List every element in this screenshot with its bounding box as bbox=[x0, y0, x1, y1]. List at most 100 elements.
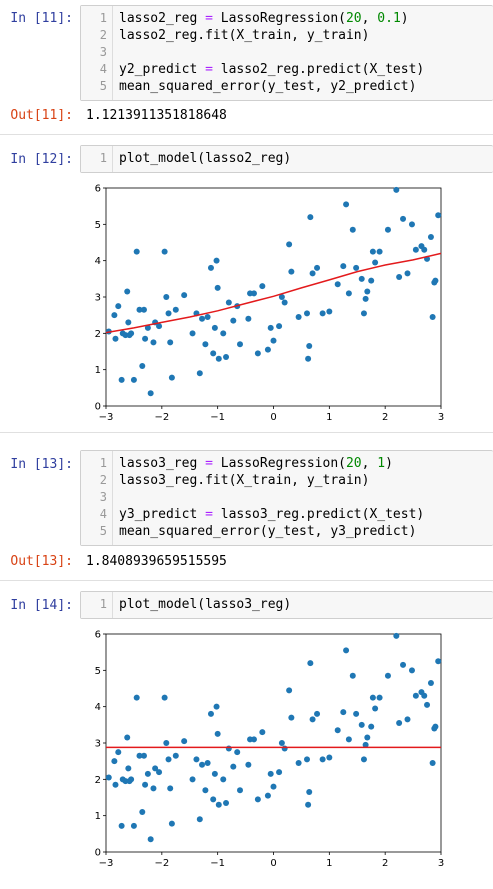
code-token: ) bbox=[385, 456, 393, 471]
code-line[interactable]: 5 mean_squared_error(y_test, y3_predict) bbox=[81, 523, 493, 540]
data-point bbox=[196, 816, 203, 823]
data-point bbox=[210, 350, 217, 357]
code-token: 20 bbox=[345, 11, 362, 26]
x-tick-label: 1 bbox=[326, 412, 332, 423]
data-point bbox=[307, 660, 314, 667]
data-point bbox=[421, 246, 428, 253]
data-point bbox=[199, 315, 206, 322]
code-line[interactable]: 2 lasso3_reg.fit(X_train, y_train) bbox=[81, 472, 493, 489]
code-line[interactable]: 4 y3_predict = lasso3_reg.predict(X_test) bbox=[81, 506, 493, 523]
code-line[interactable]: 1 lasso3_reg = LassoRegression(20, 1) bbox=[81, 455, 493, 472]
code-token: 20 bbox=[345, 456, 362, 471]
data-point bbox=[369, 694, 376, 701]
y-tick-label: 3 bbox=[95, 293, 101, 304]
data-point bbox=[404, 270, 411, 277]
code-text: lasso3_reg = LassoRegression(20, 1) bbox=[119, 455, 393, 472]
x-tick-label: 0 bbox=[270, 858, 276, 869]
y-tick-label: 2 bbox=[95, 329, 101, 340]
data-point bbox=[147, 390, 154, 397]
x-tick-label: −3 bbox=[99, 858, 114, 869]
code-line[interactable]: 1 lasso2_reg = LassoRegression(20, 0.1) bbox=[81, 10, 493, 27]
line-number: 5 bbox=[99, 79, 107, 93]
code-editor[interactable]: 1 plot_model(lasso2_reg) bbox=[80, 145, 493, 173]
data-point bbox=[125, 319, 132, 326]
code-line[interactable]: 1 plot_model(lasso3_reg) bbox=[81, 596, 493, 613]
data-point bbox=[349, 226, 356, 233]
code-editor[interactable]: 1 lasso2_reg = LassoRegression(20, 0.1) 2 l… bbox=[80, 5, 493, 101]
data-point bbox=[404, 716, 411, 723]
data-point bbox=[161, 694, 168, 701]
data-point bbox=[167, 785, 174, 792]
data-point bbox=[353, 264, 360, 271]
data-point bbox=[396, 274, 403, 281]
data-point bbox=[435, 658, 442, 665]
data-point bbox=[215, 355, 222, 362]
data-point bbox=[237, 787, 243, 794]
data-point bbox=[295, 313, 302, 320]
data-point bbox=[319, 756, 326, 763]
x-tick-label: −3 bbox=[99, 412, 114, 423]
y-tick-label: 4 bbox=[95, 702, 101, 713]
code-text: lasso2_reg.fit(X_train, y_train) bbox=[119, 27, 369, 44]
in-prompt: In [11]: bbox=[10, 11, 73, 26]
data-point bbox=[124, 288, 131, 295]
code-line[interactable]: 5 mean_squared_error(y_test, y2_predict) bbox=[81, 78, 493, 95]
data-point bbox=[427, 680, 434, 687]
code-line[interactable]: 4 y2_predict = lasso2_reg.predict(X_test) bbox=[81, 61, 493, 78]
code-token: lasso3_reg bbox=[119, 456, 206, 471]
line-number: 1 bbox=[99, 11, 107, 25]
y-tick-label: 5 bbox=[95, 666, 101, 677]
line-number: 2 bbox=[99, 28, 107, 42]
data-point bbox=[130, 822, 137, 829]
data-point bbox=[358, 721, 365, 728]
code-editor[interactable]: 1 plot_model(lasso3_reg) bbox=[80, 591, 493, 619]
code-token: mean_squared_error(y_test, y3_predict) bbox=[119, 524, 417, 539]
line-number: 1 bbox=[99, 597, 107, 611]
code-line[interactable]: 3 bbox=[81, 44, 493, 61]
data-point bbox=[152, 765, 159, 772]
code-line[interactable]: 2 lasso2_reg.fit(X_train, y_train) bbox=[81, 27, 493, 44]
data-point bbox=[412, 692, 419, 699]
code-text: y3_predict = lasso3_reg.predict(X_test) bbox=[119, 506, 424, 523]
data-point bbox=[161, 248, 168, 255]
in-prompt: In [14]: bbox=[10, 598, 73, 613]
code-token: = bbox=[205, 62, 213, 77]
data-point bbox=[396, 720, 403, 727]
x-tick-label: −1 bbox=[210, 412, 225, 423]
data-point bbox=[340, 709, 347, 716]
data-point bbox=[214, 284, 221, 291]
data-point bbox=[408, 667, 415, 674]
code-text: y2_predict = lasso2_reg.predict(X_test) bbox=[119, 61, 424, 78]
data-point bbox=[432, 277, 439, 284]
code-line[interactable]: 1 plot_model(lasso2_reg) bbox=[81, 150, 493, 167]
data-point bbox=[223, 353, 230, 360]
data-point bbox=[211, 770, 218, 777]
data-point bbox=[376, 694, 383, 701]
data-point bbox=[334, 281, 341, 288]
code-token: LassoRegression( bbox=[212, 11, 346, 26]
data-point bbox=[225, 299, 232, 306]
data-point bbox=[305, 355, 312, 362]
data-point bbox=[421, 692, 428, 699]
line-number-gutter bbox=[81, 6, 113, 100]
code-token: lasso2_reg.fit(X_train, y_train) bbox=[119, 28, 370, 43]
data-point bbox=[150, 339, 157, 346]
data-point bbox=[202, 787, 209, 794]
data-point bbox=[130, 376, 137, 383]
data-point bbox=[168, 820, 175, 827]
output-plot: 0 1 2 3 4 5 6 −3 −2 −1 0 1 2 3 bbox=[90, 626, 450, 871]
code-token: , bbox=[361, 456, 378, 471]
data-point bbox=[172, 752, 179, 759]
data-point bbox=[305, 801, 312, 808]
fit-line bbox=[105, 252, 442, 334]
y-tick-label: 6 bbox=[95, 630, 101, 641]
code-line[interactable]: 3 bbox=[81, 489, 493, 506]
data-point bbox=[237, 341, 243, 348]
data-point bbox=[207, 264, 214, 271]
code-token: lasso3_reg.predict(X_test) bbox=[212, 507, 425, 522]
cell-separator bbox=[0, 134, 493, 135]
code-editor[interactable]: 1 lasso3_reg = LassoRegression(20, 1) 2 las… bbox=[80, 450, 493, 546]
data-point bbox=[245, 761, 252, 768]
data-point bbox=[276, 769, 283, 776]
data-point bbox=[125, 765, 132, 772]
